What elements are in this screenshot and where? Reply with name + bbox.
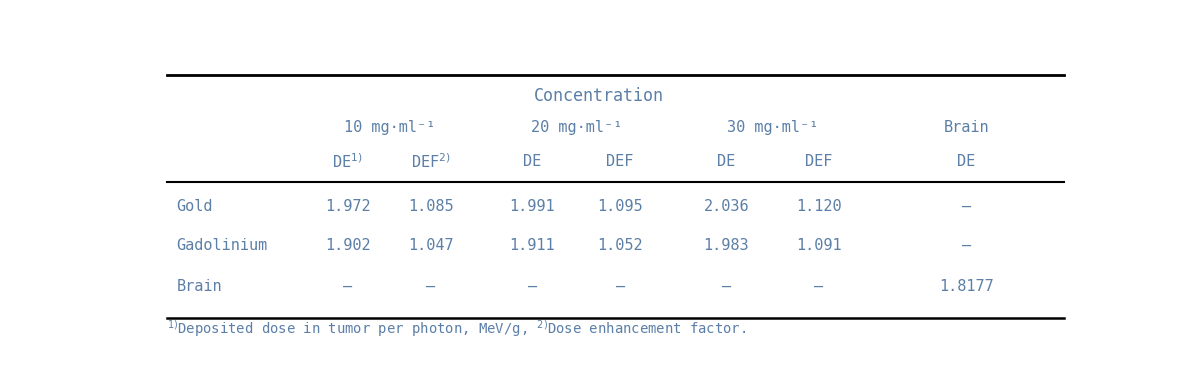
Text: –: – xyxy=(962,238,971,253)
Text: DEF$^{2)}$: DEF$^{2)}$ xyxy=(411,153,451,171)
Text: 1.983: 1.983 xyxy=(703,238,750,253)
Text: –: – xyxy=(814,279,824,294)
Text: $^{1)}$Deposited dose in tumor per photon, MeV/g, $^{2)}$Dose enhancement factor: $^{1)}$Deposited dose in tumor per photo… xyxy=(167,318,747,339)
Text: DE: DE xyxy=(718,154,735,170)
Text: 1.911: 1.911 xyxy=(509,238,555,253)
Text: 30 mg·ml⁻¹: 30 mg·ml⁻¹ xyxy=(727,120,818,135)
Text: 10 mg·ml⁻¹: 10 mg·ml⁻¹ xyxy=(343,120,435,135)
Text: Concentration: Concentration xyxy=(534,87,664,105)
Text: 2.036: 2.036 xyxy=(703,199,750,214)
Text: DEF: DEF xyxy=(805,154,832,170)
Text: –: – xyxy=(962,199,971,214)
Text: 1.085: 1.085 xyxy=(408,199,454,214)
Text: 1.091: 1.091 xyxy=(796,238,842,253)
Text: 1.052: 1.052 xyxy=(597,238,642,253)
Text: DEF: DEF xyxy=(607,154,634,170)
Text: Brain: Brain xyxy=(944,120,989,135)
Text: 1.8177: 1.8177 xyxy=(939,279,994,294)
Text: 1.991: 1.991 xyxy=(509,199,555,214)
Text: DE: DE xyxy=(523,154,541,170)
Text: –: – xyxy=(615,279,625,294)
Text: Gadolinium: Gadolinium xyxy=(176,238,268,253)
Text: 1.972: 1.972 xyxy=(324,199,371,214)
Text: 1.120: 1.120 xyxy=(796,199,842,214)
Text: 1.095: 1.095 xyxy=(597,199,642,214)
Text: Gold: Gold xyxy=(176,199,213,214)
Text: –: – xyxy=(427,279,435,294)
Text: –: – xyxy=(343,279,352,294)
Text: 20 mg·ml⁻¹: 20 mg·ml⁻¹ xyxy=(532,120,622,135)
Text: –: – xyxy=(722,279,731,294)
Text: DE$^{1)}$: DE$^{1)}$ xyxy=(333,153,362,171)
Text: 1.902: 1.902 xyxy=(324,238,371,253)
Text: –: – xyxy=(528,279,536,294)
Text: 1.047: 1.047 xyxy=(408,238,454,253)
Text: Brain: Brain xyxy=(176,279,223,294)
Text: DE: DE xyxy=(957,154,976,170)
